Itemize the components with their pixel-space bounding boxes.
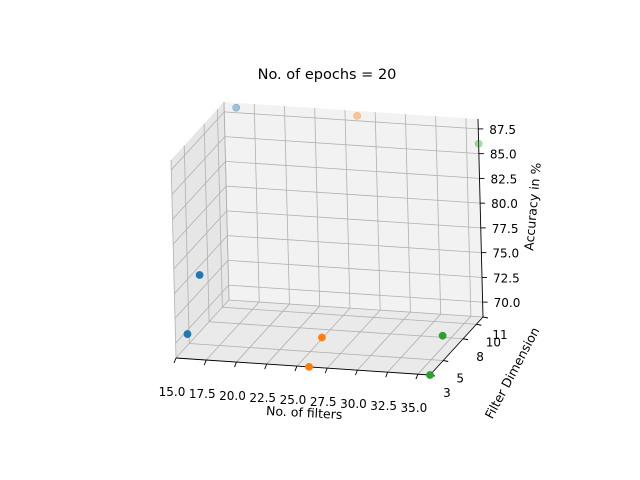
floor-pane (176, 300, 483, 375)
y-axis-line (429, 316, 484, 376)
y-tick-label: 3 (443, 386, 451, 400)
y-tick-label: 11 (492, 328, 507, 342)
x-tick-mark (415, 374, 419, 380)
x-tick-label: 27.5 (310, 395, 337, 409)
y-tick-mark (476, 323, 482, 326)
y-tick-label: 5 (456, 372, 464, 386)
grid-lines (170, 101, 484, 376)
y-grid-line (203, 123, 464, 340)
z-tick-label: 70.0 (494, 296, 521, 310)
x-tick-label: 30.0 (340, 397, 367, 411)
tick-labels: 15.0 17.5 20.0 22.5 25.0 27.5 30.0 32.5 35.0 3581… (159, 123, 521, 415)
back-pane (224, 102, 483, 317)
z-tick-label: 82.5 (491, 172, 518, 186)
x-tick-mark (203, 359, 207, 366)
x-axis-label: No. of filters (266, 403, 343, 422)
y-grid-line (183, 145, 444, 361)
x-tick-mark (385, 371, 389, 378)
x-tick-mark (234, 361, 237, 368)
left-pane (171, 102, 229, 358)
z-tick-label: 72.5 (493, 271, 520, 285)
data-points (183, 103, 483, 379)
x-tick-label: 15.0 (159, 385, 186, 399)
axis-lines (173, 118, 489, 380)
x-tick-label: 17.5 (189, 387, 216, 401)
y-tick-mark (463, 338, 469, 341)
x-tick-mark (324, 367, 328, 374)
z-tick-label: 77.5 (492, 222, 519, 236)
y-tick-mark (443, 360, 449, 362)
x-tick-mark (294, 365, 298, 372)
y-grid-line (216, 109, 477, 325)
y-tick-label: 10 (486, 335, 501, 349)
x-tick-label: 32.5 (370, 399, 397, 413)
x-tick-mark (173, 357, 177, 364)
chart-title: No. of epochs = 20 (258, 67, 397, 83)
x-tick-label: 25.0 (280, 393, 307, 407)
data-point (353, 111, 362, 120)
z-tick-label: 75.0 (492, 247, 519, 261)
data-point (195, 271, 204, 279)
x-tick-mark (264, 363, 268, 370)
data-point (232, 103, 241, 112)
z-axis-line (477, 118, 484, 318)
data-point (426, 371, 434, 379)
x-tick-label: 35.0 (401, 401, 428, 415)
data-point (474, 139, 483, 148)
data-point (438, 331, 447, 340)
z-tick-label: 80.0 (491, 197, 518, 211)
data-point (305, 363, 313, 371)
x-tick-mark (355, 369, 358, 376)
y-tick-label: 8 (476, 350, 484, 364)
z-tick-label: 85.0 (490, 148, 517, 162)
y-grid-line (223, 101, 484, 318)
x-tick-label: 20.0 (219, 389, 246, 403)
z-axis-label: Accuracy in % (521, 162, 544, 251)
data-point (318, 333, 326, 342)
z-tick-label: 87.5 (489, 123, 516, 137)
y-tick-mark (482, 316, 489, 319)
x-tick-label: 22.5 (249, 391, 276, 405)
data-point (183, 330, 192, 338)
